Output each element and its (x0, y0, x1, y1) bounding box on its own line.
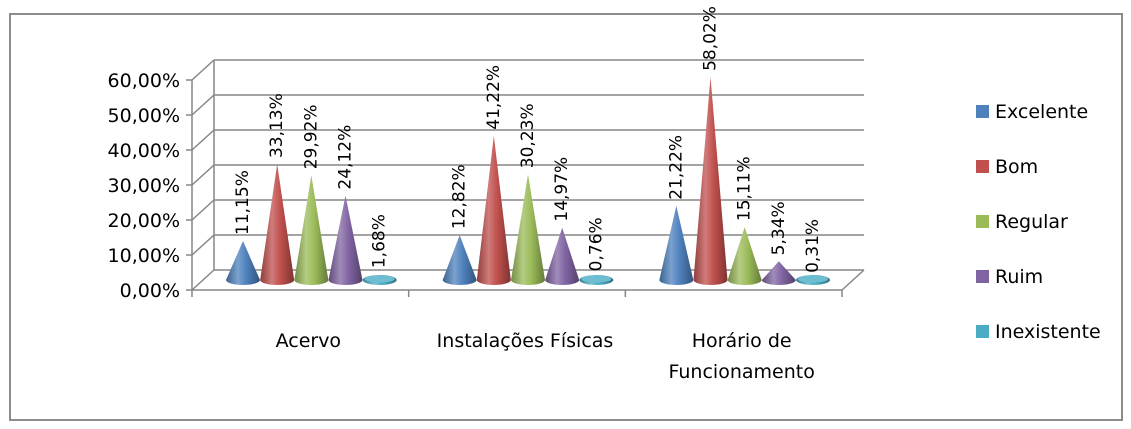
cone-bom-2 (476, 135, 511, 285)
gridline-depth (191, 199, 215, 221)
gridline-depth (191, 94, 215, 116)
legend-swatch (976, 325, 989, 338)
cone-top (798, 275, 828, 283)
y-axis: 0,00% 10,00% 20,00% 30,00% 40,00% 50,00% 60,00… (108, 70, 843, 302)
data-label: 30,23% (518, 103, 538, 168)
cone-regular-1 (294, 175, 329, 285)
cone-inexistente-3 (796, 275, 830, 285)
cone-excelente-1 (226, 240, 260, 285)
floor-edge-depth (841, 269, 865, 291)
x-tick-label: Funcionamento (669, 361, 815, 383)
y-tick-label: 50,00% (108, 105, 180, 127)
legend-label: Regular (995, 211, 1068, 233)
legend-swatch (976, 160, 989, 173)
y-tick-label: 30,00% (108, 175, 180, 197)
x-tick-label: Acervo (276, 330, 341, 352)
cone-mark (294, 175, 329, 285)
x-tick-label: Horário de (692, 330, 792, 352)
cone-inexistente-2 (579, 275, 614, 285)
cone-inexistente-1 (362, 275, 397, 285)
legend: Excelente Bom Regular Ruim Inexistente (976, 101, 1101, 343)
x-tick-label: Instalações Físicas (437, 330, 614, 352)
legend-item-regular: Regular (976, 211, 1068, 233)
cone-excelente-2 (442, 235, 477, 285)
y-tick-label: 40,00% (108, 140, 180, 162)
cone-mark (226, 240, 260, 285)
legend-item-bom: Bom (976, 156, 1038, 178)
cone-mark (761, 261, 796, 285)
cone-top (364, 275, 395, 283)
legend-item-inexistente: Inexistente (976, 321, 1101, 343)
cone-mark (727, 227, 762, 285)
cone-mark (442, 235, 477, 285)
legend-item-excelente: Excelente (976, 101, 1088, 123)
data-label: 21,22% (666, 135, 686, 200)
data-label: 0,76% (586, 217, 606, 271)
cone-regular-3 (727, 227, 762, 285)
gridline-depth (191, 269, 215, 291)
cone-bom-3 (693, 76, 728, 286)
gridline-depth (191, 164, 215, 186)
y-tick-label: 0,00% (120, 280, 180, 302)
data-label: 15,11% (735, 156, 755, 221)
data-label: 5,34% (769, 201, 789, 255)
data-labels: 11,15% 33,13% 29,92% 24,12% 1,68% 12,82% 41,22… (233, 6, 823, 273)
cone-regular-2 (511, 174, 545, 285)
cone-mark (511, 174, 545, 285)
legend-swatch (976, 215, 989, 228)
data-label: 11,15% (233, 170, 253, 235)
data-label: 33,13% (267, 93, 287, 158)
cone-ruim-3 (761, 261, 796, 285)
cone-mark (328, 195, 363, 285)
data-label: 58,02% (701, 6, 721, 71)
cone-mark (545, 227, 580, 285)
cone-excelente-3 (659, 205, 694, 285)
gridline-depth (191, 59, 215, 81)
y-tick-label: 20,00% (108, 210, 180, 232)
data-label: 24,12% (336, 125, 356, 190)
data-label: 12,82% (450, 164, 470, 229)
data-label: 29,92% (301, 104, 321, 169)
cone-mark (476, 135, 511, 285)
legend-label: Excelente (995, 101, 1088, 123)
legend-label: Bom (995, 156, 1038, 178)
cone-ruim-2 (545, 227, 580, 285)
legend-label: Inexistente (995, 321, 1101, 343)
cone-ruim-1 (328, 195, 363, 285)
data-label: 14,97% (552, 157, 572, 222)
gridline-depth (191, 129, 215, 151)
y-tick-label: 10,00% (108, 245, 180, 267)
cone-mark (693, 76, 728, 286)
data-label: 41,22% (484, 65, 504, 130)
legend-item-ruim: Ruim (976, 266, 1043, 288)
legend-label: Ruim (995, 266, 1043, 288)
cone-mark (659, 205, 694, 285)
cone-top (581, 275, 612, 283)
gridline-depth (191, 234, 215, 256)
cone-bom-1 (260, 164, 295, 285)
data-label: 1,68% (370, 214, 390, 268)
cone-mark (260, 164, 295, 285)
cones (226, 76, 830, 286)
x-axis: Acervo Instalações Físicas Horário de Funci… (276, 330, 815, 383)
legend-swatch (976, 270, 989, 283)
data-label: 0,31% (803, 219, 823, 273)
legend-swatch (976, 105, 989, 118)
y-tick-label: 60,00% (108, 70, 180, 92)
